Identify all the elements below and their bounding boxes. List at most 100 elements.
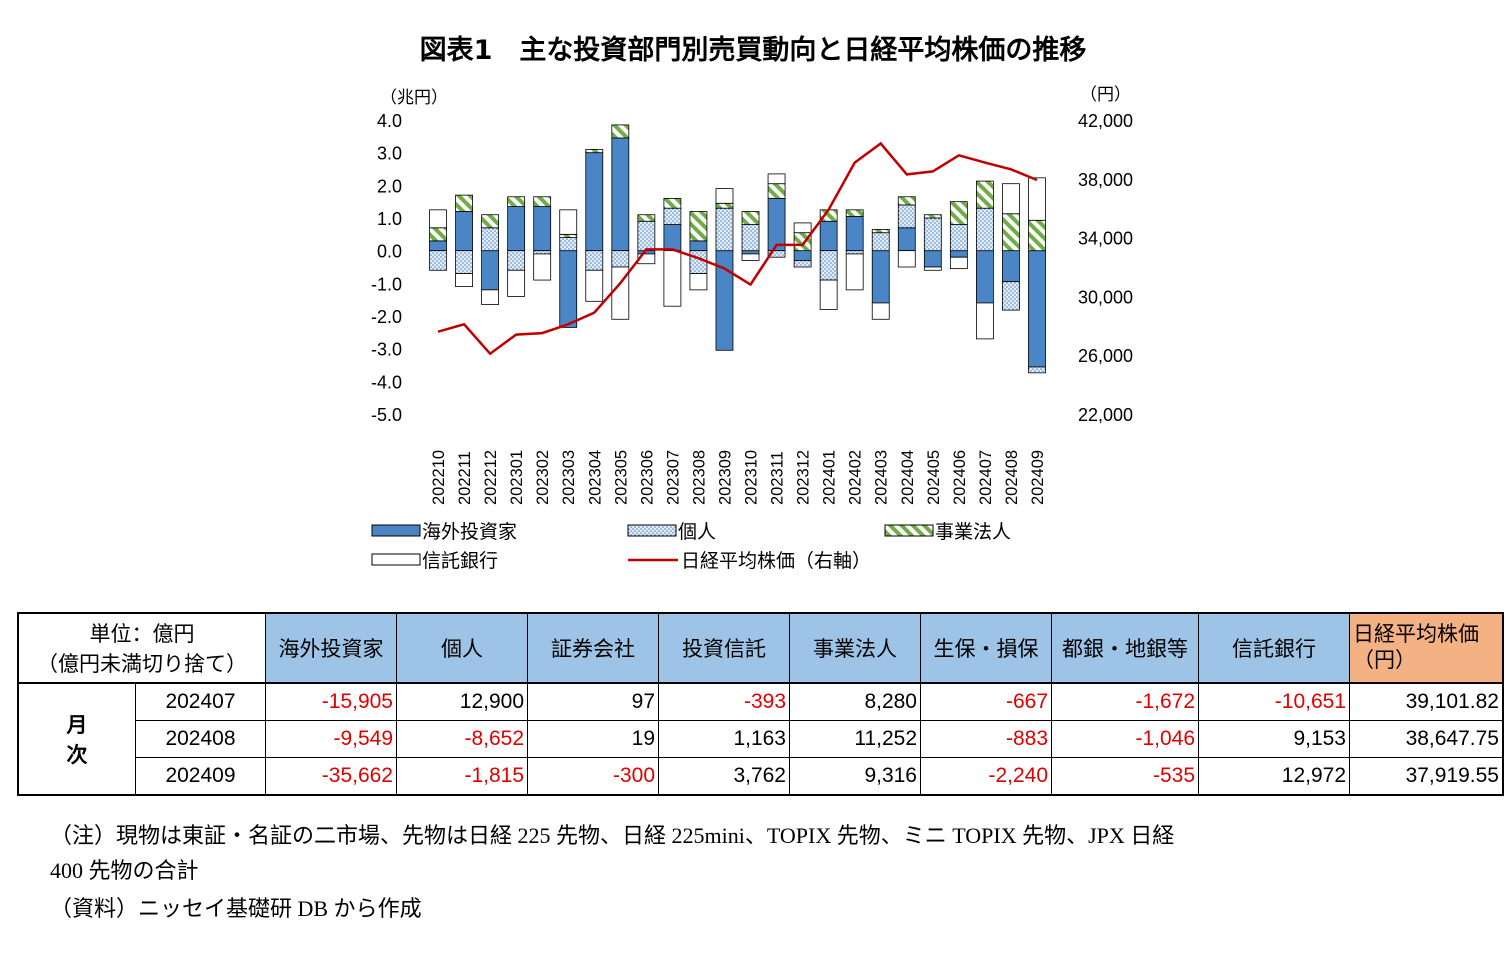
bar-trust-bank [975, 302, 994, 340]
bar-corporate [715, 202, 734, 209]
left-tick-label: -4.0 [371, 372, 402, 392]
bar-trust-bank [949, 256, 968, 270]
bar-individual [819, 250, 838, 281]
bar-individual [663, 207, 682, 225]
value-cell: 19 [527, 720, 659, 758]
x-tick-label: 202309 [716, 450, 734, 505]
x-tick-label: 202211 [456, 451, 474, 505]
value-cell: -10,651 [1198, 682, 1350, 721]
value-cell: -35,662 [265, 757, 397, 796]
bar-individual [793, 260, 812, 268]
right-tick-label: 34,000 [1078, 229, 1133, 249]
bar-corporate [481, 214, 500, 229]
left-tick-label: -1.0 [371, 274, 402, 294]
bar-corporate [845, 209, 864, 217]
value-cell: 97 [527, 682, 659, 721]
bar-trust-bank [715, 188, 734, 204]
bar-corporate [741, 211, 760, 225]
col-header-securities: 証券会社 [527, 612, 659, 684]
left-tick-label: 2.0 [377, 176, 402, 196]
nikkei-cell: 37,919.55 [1349, 757, 1504, 796]
bar-trust-bank [585, 269, 604, 302]
left-tick-label: 1.0 [377, 209, 402, 229]
right-tick-label: 26,000 [1078, 346, 1133, 366]
legend-label: 事業法人 [935, 521, 1011, 543]
bar-corporate [949, 201, 968, 225]
left-axis-unit: （兆円） [380, 88, 448, 108]
value-cell: -15,905 [265, 682, 397, 721]
nikkei-cell: 38,647.75 [1349, 720, 1504, 758]
bar-individual [559, 237, 578, 252]
bar-corporate [689, 211, 708, 242]
bar-individual [611, 250, 630, 268]
value-cell: 12,972 [1198, 757, 1350, 796]
value-cell: 9,153 [1198, 720, 1350, 758]
bar-corporate [871, 229, 890, 234]
x-tick-label: 202409 [1029, 450, 1047, 505]
unit-header-line2: （億円未満切り捨て） [37, 653, 247, 676]
bar-individual [871, 232, 890, 252]
bar-individual [767, 250, 786, 258]
bar-trust-bank [559, 209, 578, 235]
bar-corporate [975, 180, 994, 209]
x-tick-label: 202212 [482, 450, 500, 505]
month-cell: 202408 [135, 720, 266, 758]
bar-foreign [533, 206, 552, 252]
table-row: 202408 -9,549 -8,652 19 1,163 11,252 -883 -1,04… [18, 720, 1504, 758]
bar-trust-bank [819, 279, 838, 310]
bar-trust-bank [429, 209, 447, 229]
chart-title: 図表1 主な投資部門別売買動向と日経平均株価の推移 [419, 35, 1087, 66]
x-tick-label: 202404 [899, 450, 917, 505]
data-table: 単位：億円 （億円未満切り捨て） 海外投資家 個人 証券会社 投資信託 事業法人… [17, 612, 1504, 796]
bar-foreign [793, 250, 812, 261]
bar-individual [689, 250, 708, 274]
x-tick-label: 202307 [664, 450, 682, 505]
bar-trust-bank [507, 269, 526, 297]
bar-individual [481, 227, 500, 252]
bar-corporate [585, 148, 604, 154]
bar-foreign [585, 152, 604, 252]
col-header-nikkei: 日経平均株価 （円） [1349, 612, 1504, 684]
bar-individual [975, 207, 994, 252]
x-tick-label: 202312 [795, 450, 813, 505]
note-line-1: （注）現物は東証・名証の二市場、先物は日経 225 先物、日経 225mini、… [50, 823, 1175, 848]
bar-foreign [507, 206, 526, 252]
value-cell: -883 [920, 720, 1052, 758]
bar-individual [1002, 281, 1020, 311]
col-header-banks: 都銀・地銀等 [1051, 612, 1199, 684]
bar-foreign [949, 250, 968, 258]
left-tick-label: -3.0 [371, 340, 402, 360]
bar-trust-bank [767, 173, 786, 185]
nikkei-line [437, 141, 1038, 356]
right-tick-label: 22,000 [1078, 405, 1133, 425]
value-cell: 1,163 [658, 720, 790, 758]
left-tick-label: 3.0 [377, 144, 402, 164]
bar-foreign [923, 250, 942, 268]
x-tick-label: 202407 [977, 450, 995, 505]
col-header-insurance: 生保・損保 [920, 612, 1052, 684]
x-tick-label: 202310 [743, 450, 761, 505]
x-tick-label: 202311 [769, 451, 787, 505]
value-cell: 12,900 [396, 682, 528, 721]
col-header-corporations: 事業法人 [789, 612, 921, 684]
bar-corporate [1028, 219, 1046, 252]
legend-label: 信託銀行 [422, 550, 498, 572]
bar-individual [741, 224, 760, 252]
bar-foreign [611, 137, 630, 252]
bar-corporate [897, 196, 916, 206]
x-tick-label: 202402 [847, 450, 865, 505]
col-header-trust-banks: 信託銀行 [1198, 612, 1350, 684]
bar-corporate [559, 233, 578, 238]
value-cell: 11,252 [789, 720, 921, 758]
left-tick-label: 4.0 [377, 111, 402, 131]
x-tick-label: 202302 [534, 450, 552, 505]
unit-header: 単位：億円 （億円未満切り捨て） [17, 612, 266, 684]
nikkei-cell: 39,101.82 [1349, 682, 1504, 721]
bar-individual [845, 250, 864, 255]
col-header-investment-trust: 投資信託 [658, 612, 790, 684]
bar-corporate [455, 194, 473, 212]
unit-header-line1: 単位：億円 [89, 623, 195, 646]
table-row: 月次 202407 -15,905 12,900 97 -393 8,280 -667 -1,6… [17, 682, 1504, 796]
right-axis-unit: （円） [1080, 85, 1131, 105]
bar-foreign [975, 250, 994, 304]
